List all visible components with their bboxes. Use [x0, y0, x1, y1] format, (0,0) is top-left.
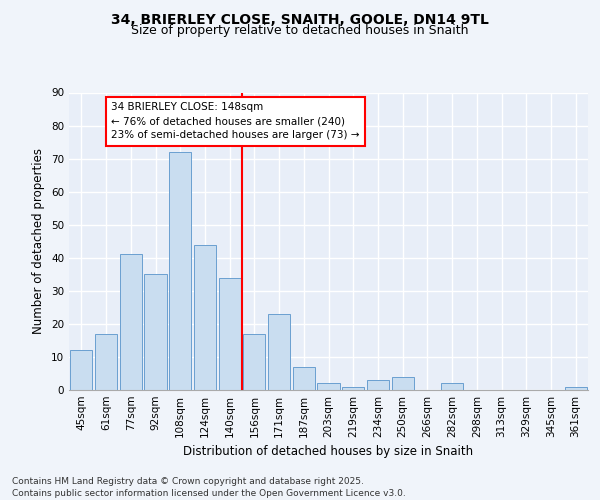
- Bar: [317, 384, 340, 390]
- Bar: [119, 254, 142, 390]
- Y-axis label: Number of detached properties: Number of detached properties: [32, 148, 46, 334]
- Bar: [565, 386, 587, 390]
- Text: Size of property relative to detached houses in Snaith: Size of property relative to detached ho…: [131, 24, 469, 37]
- Bar: [268, 314, 290, 390]
- Bar: [441, 384, 463, 390]
- Text: 34, BRIERLEY CLOSE, SNAITH, GOOLE, DN14 9TL: 34, BRIERLEY CLOSE, SNAITH, GOOLE, DN14 …: [111, 12, 489, 26]
- Bar: [392, 377, 414, 390]
- Bar: [342, 386, 364, 390]
- Text: Contains HM Land Registry data © Crown copyright and database right 2025.
Contai: Contains HM Land Registry data © Crown c…: [12, 476, 406, 498]
- Bar: [293, 367, 315, 390]
- Text: 34 BRIERLEY CLOSE: 148sqm
← 76% of detached houses are smaller (240)
23% of semi: 34 BRIERLEY CLOSE: 148sqm ← 76% of detac…: [111, 102, 359, 141]
- X-axis label: Distribution of detached houses by size in Snaith: Distribution of detached houses by size …: [184, 446, 473, 458]
- Bar: [70, 350, 92, 390]
- Bar: [243, 334, 265, 390]
- Bar: [169, 152, 191, 390]
- Bar: [194, 244, 216, 390]
- Bar: [218, 278, 241, 390]
- Bar: [145, 274, 167, 390]
- Bar: [367, 380, 389, 390]
- Bar: [95, 334, 117, 390]
